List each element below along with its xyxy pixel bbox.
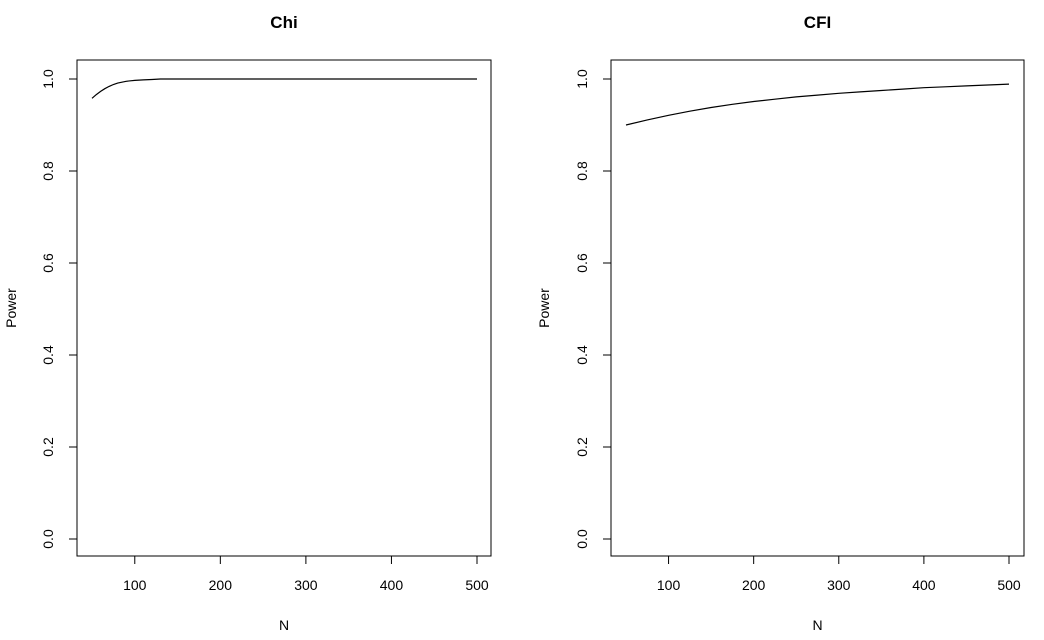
chart-title: CFI	[804, 13, 831, 32]
y-tick-label: 0.0	[574, 529, 590, 549]
x-tick-label: 400	[912, 577, 936, 593]
x-tick-label: 400	[380, 577, 404, 593]
y-axis-label: Power	[3, 288, 19, 328]
plot-frame	[610, 59, 1025, 557]
y-tick-label: 0.2	[574, 437, 590, 457]
y-axis-label: Power	[536, 288, 552, 328]
x-tick-label: 300	[294, 577, 318, 593]
panel-cfi: CFI 100 200 300 400 500 0.0 0.2 0.4 0.6 0.8 1.0 N Pow…	[536, 13, 1025, 633]
x-tick-label: 200	[209, 577, 233, 593]
series-line	[91, 78, 477, 99]
x-axis-label: N	[812, 617, 822, 633]
x-axis-label: N	[279, 617, 289, 633]
y-tick-label: 0.2	[40, 437, 56, 457]
y-tick-label: 0.4	[40, 345, 56, 365]
y-tick-label: 0.0	[40, 529, 56, 549]
x-tick-label: 500	[465, 577, 489, 593]
y-tick-label: 1.0	[40, 69, 56, 89]
y-tick-label: 0.6	[574, 253, 590, 273]
x-tick-label: 100	[123, 577, 147, 593]
chart-title: Chi	[270, 13, 297, 32]
y-tick-label: 0.4	[574, 345, 590, 365]
y-tick-label: 1.0	[574, 69, 590, 89]
x-tick-label: 100	[657, 577, 681, 593]
panel-chi: Chi 100 200 300 400 500 0.0 0.2 0.4 0.6 0.8 1.0 N Pow…	[3, 13, 492, 633]
x-tick-label: 300	[827, 577, 851, 593]
y-tick-label: 0.8	[40, 161, 56, 181]
x-tick-label: 200	[742, 577, 766, 593]
y-tick-label: 0.8	[574, 161, 590, 181]
x-tick-label: 500	[997, 577, 1021, 593]
y-tick-label: 0.6	[40, 253, 56, 273]
series-line	[625, 83, 1010, 126]
plot-frame	[76, 59, 492, 557]
